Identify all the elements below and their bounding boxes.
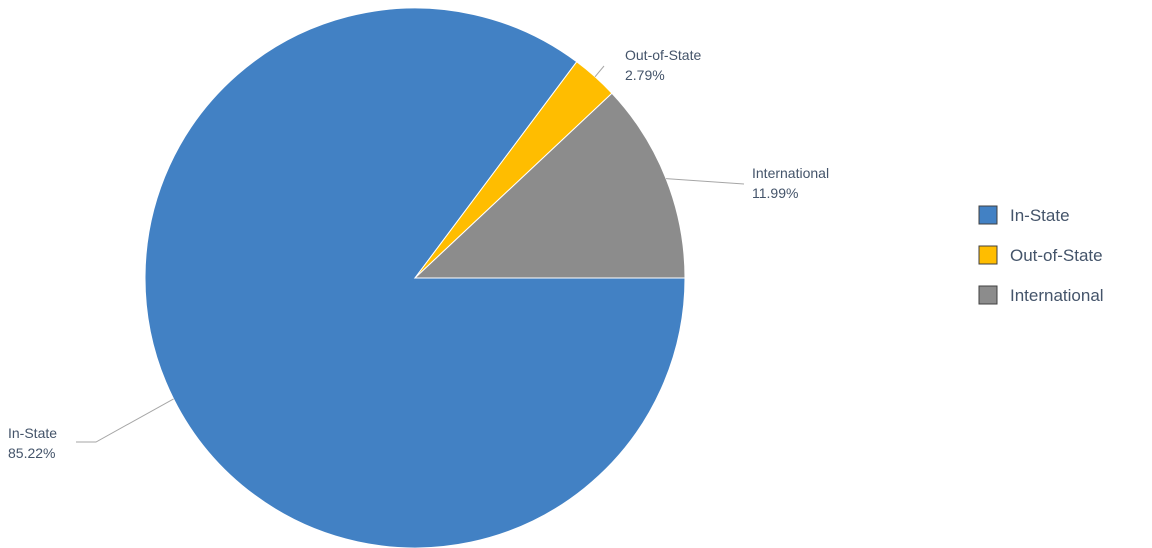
legend-label: In-State [1010,206,1070,225]
legend-swatch [978,285,998,305]
data-label-value: 11.99% [752,185,798,201]
legend: In-State Out-of-State International [978,205,1104,305]
pie-slice-international [413,92,686,279]
leader-line [666,178,745,185]
leader-lines [76,65,745,443]
legend-label: Out-of-State [1010,246,1103,265]
data-label-category: In-State [8,425,57,441]
legend-label: International [1010,286,1104,305]
data-labels: In-State 85.22% Out-of-State 2.79% Internati… [8,47,829,461]
data-label-value: 2.79% [625,67,665,83]
legend-swatch [978,245,998,265]
data-label-category: Out-of-State [625,47,701,63]
legend-swatch [978,205,998,225]
leader-line [76,398,174,443]
leader-line [594,65,605,78]
data-label-category: International [752,165,829,181]
data-label-value: 85.22% [8,445,55,461]
pie-slices [144,7,686,548]
